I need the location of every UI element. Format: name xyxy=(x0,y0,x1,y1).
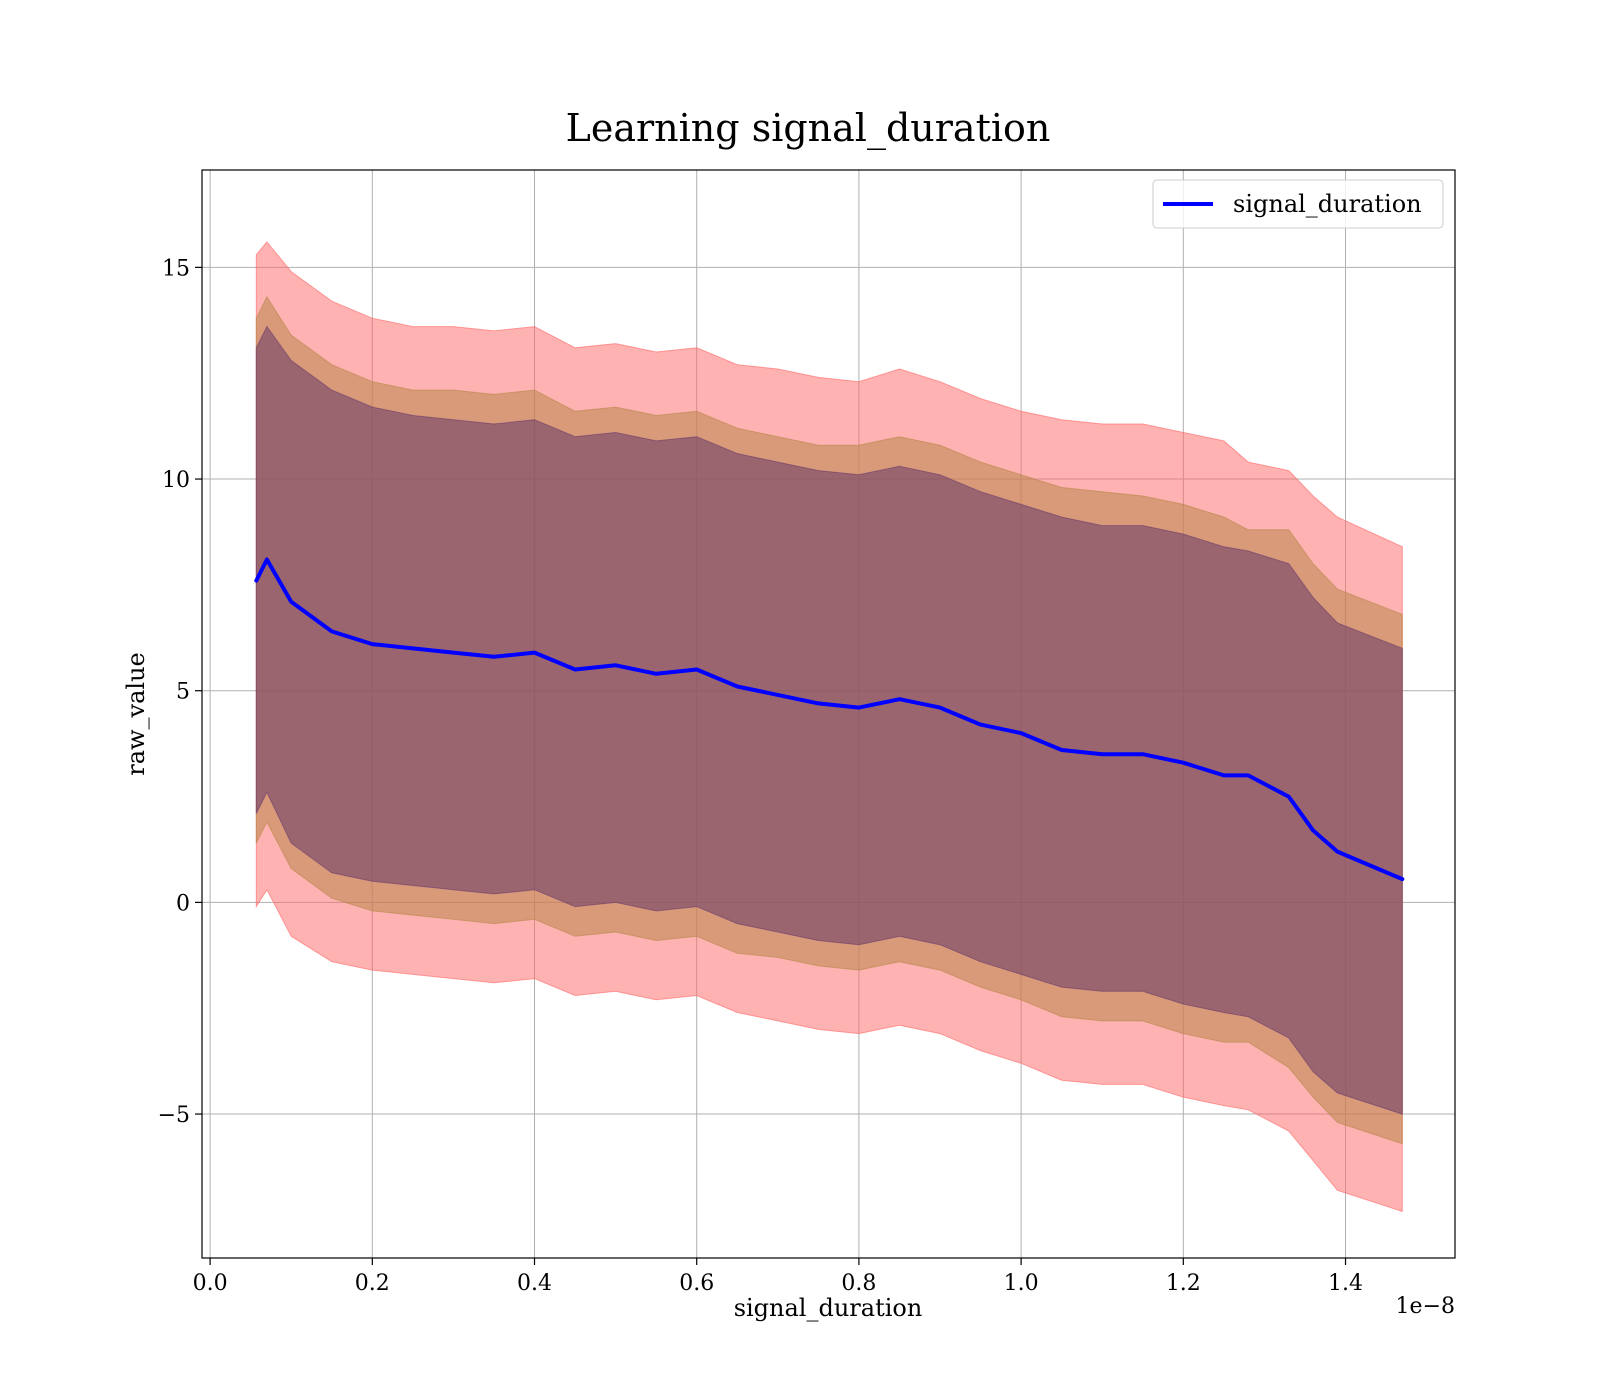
plot-frame xyxy=(201,169,1456,1259)
confidence-band-2 xyxy=(255,325,1403,1115)
chart-title: Learning signal_duration xyxy=(566,106,1051,151)
legend-box xyxy=(1152,179,1444,229)
legend-label: signal_duration xyxy=(1233,190,1422,218)
y-tick-label: 15 xyxy=(162,256,190,281)
series-line-signal_duration xyxy=(254,557,1405,882)
y-axis-label: raw_value xyxy=(122,652,150,776)
x-tick-label: 1.0 xyxy=(1004,1271,1039,1296)
y-tick-label: −5 xyxy=(158,1103,190,1128)
x-tick-label: 0.0 xyxy=(193,1271,228,1296)
y-tick-label: 10 xyxy=(162,468,190,493)
legend: signal_duration xyxy=(1152,179,1444,229)
x-tick-label: 0.8 xyxy=(841,1271,876,1296)
x-tick-label: 1.4 xyxy=(1328,1271,1363,1296)
y-tick-label: 5 xyxy=(176,680,190,705)
x-tick-label: 0.2 xyxy=(355,1271,390,1296)
y-axis-ticks: −5 0 5 10 15 xyxy=(158,256,202,1128)
y-tick-label: 0 xyxy=(176,891,190,916)
x-axis-label: signal_duration xyxy=(734,1294,923,1322)
x-axis-ticks: 0.0 0.2 0.4 0.6 0.8 1.0 1.2 1.4 xyxy=(193,1258,1363,1296)
x-tick-label: 0.4 xyxy=(517,1271,552,1296)
x-tick-label: 0.6 xyxy=(679,1271,714,1296)
x-axis-offset-label: 1e−8 xyxy=(1396,1294,1455,1319)
x-tick-label: 1.2 xyxy=(1166,1271,1201,1296)
bands xyxy=(255,241,1403,1213)
series-lines xyxy=(254,557,1405,882)
